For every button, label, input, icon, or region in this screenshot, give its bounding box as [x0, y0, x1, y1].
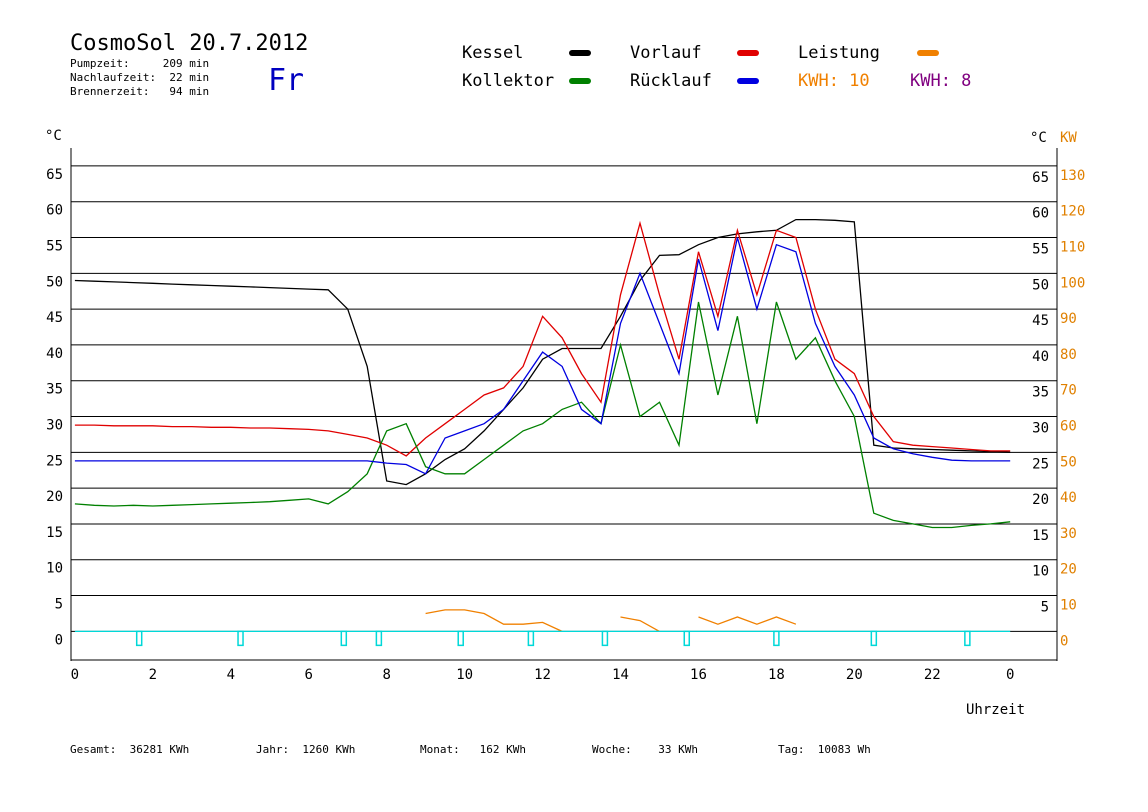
pump-marker: [773, 630, 780, 647]
footer-stat: Woche: 33 KWh: [592, 743, 698, 756]
y2-tick-label: 0: [1060, 633, 1068, 649]
kwh-label: KWH: 10: [798, 71, 870, 91]
pump-marker: [601, 630, 609, 647]
y-tick-label-right: 55: [1032, 242, 1049, 258]
y2-tick-label: 10: [1060, 598, 1077, 614]
pump-marker: [964, 630, 971, 647]
y-tick-label: 5: [55, 597, 63, 613]
y-tick-label: 10: [46, 561, 63, 577]
y-tick-label-right: 65: [1032, 170, 1049, 186]
y2-tick-label: 80: [1060, 347, 1077, 363]
info-line: Brennerzeit: 94 min: [70, 85, 209, 98]
x-tick-label: 22: [924, 667, 941, 683]
y-tick-label-right: 20: [1032, 492, 1049, 508]
x-tick-label: 2: [149, 667, 157, 683]
y2-tick-label: 40: [1060, 490, 1077, 506]
legend-label: Kollektor: [462, 71, 554, 91]
y2-axis-label: KW: [1060, 130, 1077, 146]
y-tick-label: 15: [46, 525, 63, 541]
x-tick-label: 0: [71, 667, 79, 683]
y-tick-label: 65: [46, 167, 63, 183]
y-tick-label: 30: [46, 418, 63, 434]
chart-title: CosmoSol 20.7.2012: [70, 31, 308, 56]
y2-tick-label: 70: [1060, 383, 1077, 399]
legend-label: Kessel: [462, 43, 523, 63]
series-line: [74, 301, 1011, 529]
y-tick-label-right: 40: [1032, 349, 1049, 365]
x-tick-label: 0: [1006, 667, 1014, 683]
y-tick-label: 55: [46, 239, 63, 255]
y2-tick-label: 30: [1060, 526, 1077, 542]
x-tick-label: 18: [768, 667, 785, 683]
x-tick-label: 12: [534, 667, 551, 683]
series-line: [74, 220, 1011, 457]
y2-tick-label: 60: [1060, 419, 1077, 435]
y-tick-label-right: 5: [1041, 600, 1049, 616]
pump-marker: [683, 630, 691, 647]
y2-tick-label: 110: [1060, 240, 1085, 256]
y-tick-label-right: 60: [1032, 206, 1049, 222]
x-axis-label: Uhrzeit: [966, 702, 1025, 718]
y-tick-label: 50: [46, 274, 63, 290]
y-tick-label: 20: [46, 489, 63, 505]
series-line: [74, 237, 1011, 475]
weekday: Fr: [268, 63, 304, 98]
y2-axis-label: °C: [1030, 130, 1047, 146]
x-tick-label: 20: [846, 667, 863, 683]
y2-tick-label: 100: [1060, 275, 1085, 291]
footer-stat: Tag: 10083 Wh: [778, 743, 871, 756]
y-tick-label: 25: [46, 453, 63, 469]
y-tick-label-right: 35: [1032, 385, 1049, 401]
legend-label: Rücklauf: [630, 71, 712, 91]
info-line: Nachlaufzeit: 22 min: [70, 71, 209, 84]
y-tick-label-right: 25: [1032, 456, 1049, 472]
kwh-label: KWH: 8: [910, 71, 971, 91]
y2-tick-label: 90: [1060, 311, 1077, 327]
series-line: [74, 218, 1011, 486]
pump-marker: [237, 630, 244, 647]
y-tick-label: 45: [46, 310, 63, 326]
pump-marker: [375, 630, 383, 647]
x-tick-label: 4: [227, 667, 235, 683]
y-tick-label-right: 10: [1032, 564, 1049, 580]
y-axis-label: °C: [45, 128, 62, 144]
y-tick-label-right: 15: [1032, 528, 1049, 544]
footer-stat: Monat: 162 KWh: [420, 743, 526, 756]
x-tick-label: 8: [382, 667, 390, 683]
series-line: [425, 609, 797, 632]
legend-label: Leistung: [798, 43, 880, 63]
y-tick-label: 35: [46, 382, 63, 398]
info-line: Pumpzeit: 209 min: [70, 57, 209, 70]
pump-marker: [457, 630, 464, 647]
y-tick-label: 60: [46, 203, 63, 219]
pump-marker: [527, 630, 535, 647]
x-tick-label: 10: [456, 667, 473, 683]
y-tick-label: 0: [55, 632, 63, 648]
legend-label: Vorlauf: [630, 43, 702, 63]
pump-marker: [870, 630, 878, 647]
footer-stat: Jahr: 1260 KWh: [256, 743, 355, 756]
pump-marker: [340, 630, 348, 647]
pump-marker: [135, 630, 143, 647]
y-tick-label-right: 45: [1032, 313, 1049, 329]
x-tick-label: 6: [305, 667, 313, 683]
y2-tick-label: 130: [1060, 168, 1085, 184]
x-tick-label: 14: [612, 667, 629, 683]
y-tick-label-right: 30: [1032, 421, 1049, 437]
y-tick-label: 40: [46, 346, 63, 362]
y2-tick-label: 20: [1060, 562, 1077, 578]
y-tick-label-right: 50: [1032, 277, 1049, 293]
y2-tick-label: 120: [1060, 204, 1085, 220]
x-tick-label: 16: [690, 667, 707, 683]
footer-stat: Gesamt: 36281 KWh: [70, 743, 189, 756]
y2-tick-label: 50: [1060, 454, 1077, 470]
